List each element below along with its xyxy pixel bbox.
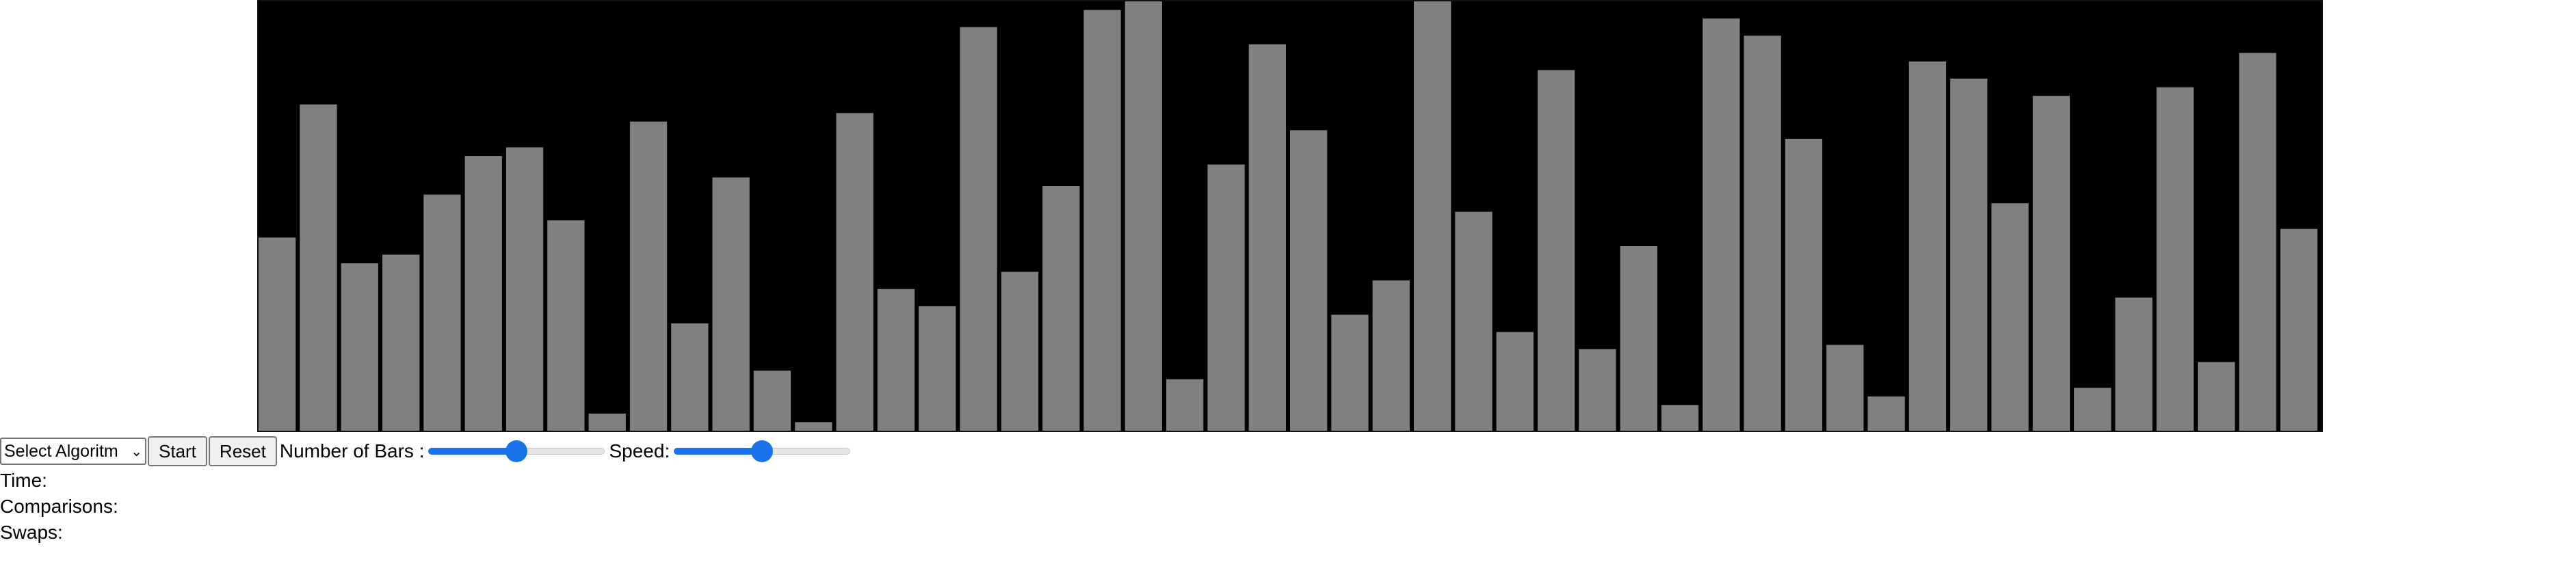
bar-41	[1908, 61, 1947, 431]
bar-35	[1661, 405, 1699, 431]
bar-7	[505, 147, 544, 431]
bar-13	[753, 371, 791, 431]
bar-28	[1372, 280, 1410, 431]
bar-34	[1620, 246, 1657, 431]
speed-slider-fill	[674, 448, 763, 455]
bar-20	[1042, 186, 1080, 431]
bar-36	[1703, 18, 1740, 431]
bar-30	[1455, 211, 1493, 431]
bars-count-slider-fill	[428, 448, 517, 455]
bar-26	[1290, 130, 1328, 431]
bar-14	[795, 422, 832, 431]
bar-5	[423, 194, 461, 431]
bar-22	[1125, 1, 1162, 431]
bar-49	[2239, 53, 2276, 431]
start-button[interactable]: Start	[148, 436, 207, 466]
bars-chart	[259, 1, 2317, 431]
control-bar: Select Algoritm ⌄ Start Reset Number of …	[0, 436, 851, 466]
algorithm-select[interactable]: Select Algoritm ⌄	[0, 438, 146, 465]
bars-visualizer	[257, 0, 2323, 432]
bar-19	[1001, 271, 1039, 431]
bar-47	[2156, 87, 2194, 431]
bar-50	[2280, 228, 2317, 431]
swaps-stat: Swaps:	[0, 522, 63, 543]
bar-17	[919, 306, 956, 431]
chevron-down-icon: ⌄	[131, 444, 142, 459]
bar-15	[836, 113, 873, 431]
speed-label: Speed:	[609, 440, 670, 461]
bar-48	[2198, 362, 2235, 431]
bar-29	[1414, 1, 1451, 431]
bar-6	[464, 156, 502, 431]
bar-16	[877, 289, 915, 431]
bar-23	[1166, 379, 1204, 431]
speed-slider[interactable]	[674, 440, 851, 463]
bar-3	[341, 263, 378, 431]
bar-39	[1826, 345, 1864, 431]
bar-11	[671, 323, 709, 431]
time-stat: Time:	[0, 470, 47, 491]
bar-10	[629, 121, 668, 431]
bar-27	[1331, 315, 1369, 431]
bar-38	[1785, 139, 1823, 431]
bar-31	[1496, 332, 1534, 431]
bar-43	[1991, 203, 2029, 431]
bar-18	[960, 27, 997, 431]
bar-25	[1248, 44, 1286, 431]
bar-2	[300, 104, 337, 431]
algorithm-select-value: Select Algoritm	[4, 441, 118, 461]
bar-12	[712, 177, 750, 431]
reset-button[interactable]: Reset	[208, 436, 277, 466]
bar-44	[2032, 96, 2071, 431]
bar-32	[1537, 70, 1575, 431]
bar-4	[382, 254, 420, 431]
stats-panel: Time: Comparisons: Swaps:	[0, 468, 118, 546]
bar-9	[588, 413, 626, 431]
comparisons-stat: Comparisons:	[0, 496, 118, 517]
bars-count-label: Number of Bars :	[279, 440, 425, 461]
bars-count-slider-thumb[interactable]	[505, 440, 528, 462]
bar-46	[2115, 297, 2153, 431]
bar-42	[1950, 79, 1988, 431]
bars-count-slider[interactable]	[428, 440, 605, 463]
bar-1	[259, 237, 296, 431]
bar-40	[1867, 396, 1905, 431]
bar-24	[1207, 164, 1245, 431]
bar-21	[1083, 10, 1121, 431]
bar-45	[2074, 388, 2112, 431]
bar-33	[1579, 349, 1616, 431]
bar-37	[1744, 36, 1781, 431]
speed-slider-thumb[interactable]	[751, 440, 774, 462]
bar-8	[547, 220, 585, 431]
